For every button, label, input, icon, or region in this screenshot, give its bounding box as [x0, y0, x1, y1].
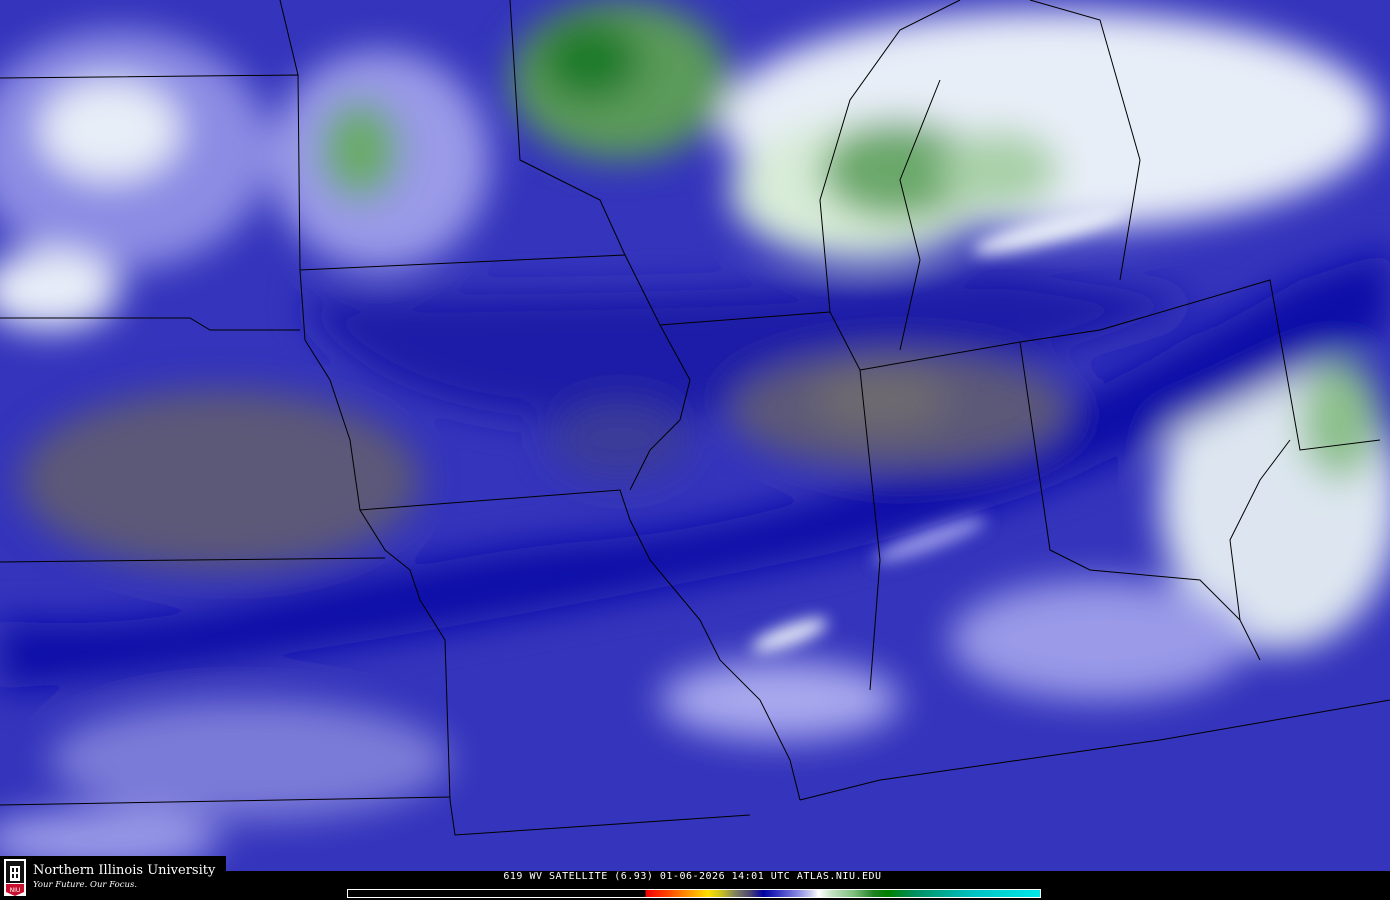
- color-scale-bar: [347, 889, 1041, 898]
- niu-shield-icon: NIU: [4, 859, 26, 896]
- niu-logo: NIU Northern Illinois University Your Fu…: [0, 856, 226, 900]
- caption-text: 619 WV SATELLITE (6.93) 01-06-2026 14:01…: [503, 871, 882, 882]
- university-name: Northern Illinois University: [33, 863, 216, 878]
- streaks: [752, 206, 1128, 652]
- moisture-field: [0, 0, 1390, 870]
- university-tagline: Your Future. Our Focus.: [33, 880, 138, 890]
- state-boundaries: [0, 0, 1390, 836]
- niu-badge-text: NIU: [10, 887, 21, 894]
- water-vapor-satellite-map: [0, 0, 1390, 871]
